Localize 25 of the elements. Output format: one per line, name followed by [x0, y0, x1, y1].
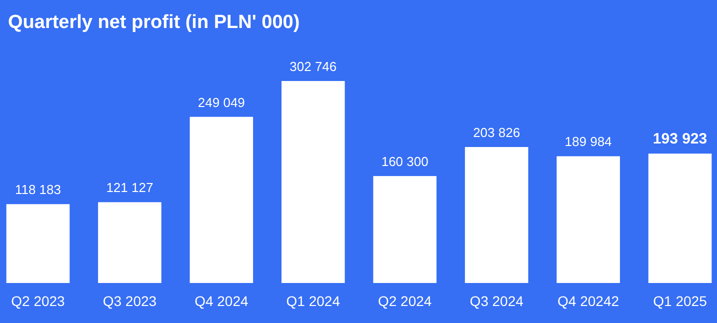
x-tick-label: Q3 2023: [102, 293, 157, 309]
bar: [464, 147, 528, 283]
data-label: 203 826: [473, 125, 520, 140]
data-label: 302 746: [290, 59, 337, 74]
bar: [373, 176, 436, 283]
data-label: 121 127: [106, 180, 154, 196]
bar: [6, 204, 70, 283]
bar: [556, 156, 620, 283]
chart-title: Quarterly net profit (in PLN' 000): [8, 12, 300, 33]
bar: [648, 154, 712, 283]
data-label: 249 049: [198, 94, 245, 110]
data-label: 189 984: [564, 134, 612, 150]
data-label: 118 183: [14, 182, 61, 198]
x-tick-label: Q2 2024: [378, 293, 432, 309]
bar: [282, 81, 345, 283]
x-tick-label: Q4 20242: [558, 293, 620, 309]
bar: [190, 116, 254, 283]
x-tick-label: Q1 2025: [653, 293, 708, 309]
data-label: 193 923: [652, 130, 708, 148]
x-tick-label: Q3 2024: [470, 293, 524, 309]
data-label: 160 300: [381, 154, 428, 170]
x-tick-label: Q1 2024: [286, 293, 340, 309]
x-tick-label: Q4 2024: [194, 293, 248, 309]
x-tick-label: Q2 2023: [11, 293, 66, 309]
bar: [98, 202, 162, 283]
